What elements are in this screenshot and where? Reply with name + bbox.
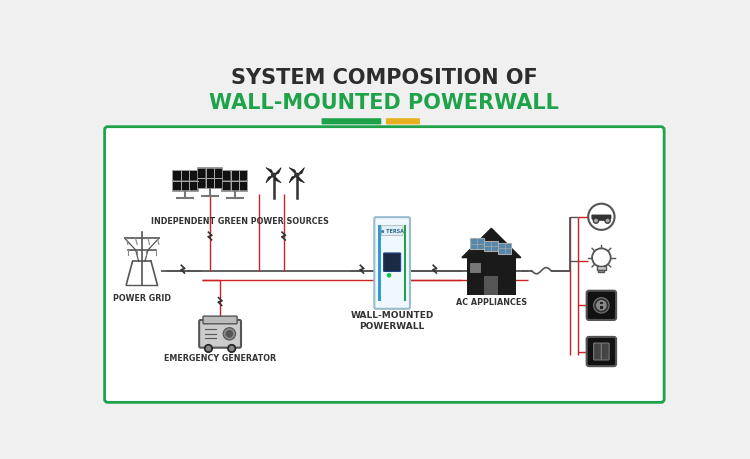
Circle shape	[228, 345, 236, 353]
Text: SYSTEM COMPOSITION OF: SYSTEM COMPOSITION OF	[231, 68, 538, 88]
Circle shape	[295, 174, 298, 177]
FancyBboxPatch shape	[322, 118, 381, 124]
Bar	[239, 171, 247, 180]
Polygon shape	[274, 175, 281, 183]
Polygon shape	[598, 216, 607, 220]
Circle shape	[594, 297, 609, 313]
Polygon shape	[297, 175, 304, 183]
Circle shape	[224, 328, 236, 340]
Circle shape	[604, 218, 610, 224]
FancyBboxPatch shape	[200, 320, 241, 347]
Bar	[466, 257, 516, 295]
Bar	[223, 171, 248, 190]
FancyBboxPatch shape	[203, 316, 237, 324]
Bar	[231, 171, 238, 180]
Bar	[239, 181, 247, 190]
FancyBboxPatch shape	[381, 226, 403, 235]
Circle shape	[588, 204, 614, 230]
Text: POWER GRID: POWER GRID	[112, 294, 171, 303]
FancyBboxPatch shape	[383, 253, 400, 271]
Circle shape	[226, 331, 232, 337]
Polygon shape	[297, 168, 304, 175]
Bar	[484, 241, 497, 252]
Circle shape	[607, 219, 609, 222]
Bar	[206, 179, 214, 188]
Text: e TERSA: e TERSA	[381, 229, 404, 234]
Polygon shape	[462, 228, 520, 257]
Polygon shape	[290, 168, 297, 175]
FancyBboxPatch shape	[104, 127, 664, 403]
Bar	[600, 307, 603, 309]
Bar	[173, 181, 181, 190]
Circle shape	[206, 347, 211, 350]
Circle shape	[592, 248, 610, 267]
FancyBboxPatch shape	[594, 343, 602, 360]
FancyBboxPatch shape	[386, 118, 420, 124]
Polygon shape	[274, 168, 281, 175]
Bar	[470, 238, 484, 249]
Bar	[214, 179, 222, 188]
Circle shape	[205, 345, 212, 353]
Circle shape	[595, 219, 597, 222]
Bar	[497, 243, 512, 254]
Polygon shape	[266, 175, 274, 183]
Bar	[198, 168, 206, 178]
Circle shape	[230, 347, 234, 350]
Bar	[182, 171, 189, 180]
Bar	[600, 302, 603, 304]
Polygon shape	[266, 168, 274, 175]
Bar	[223, 181, 230, 190]
Circle shape	[597, 301, 606, 310]
Bar	[484, 276, 498, 295]
Text: EMERGENCY GENERATOR: EMERGENCY GENERATOR	[164, 354, 276, 363]
Bar	[470, 263, 481, 272]
Bar	[182, 181, 189, 190]
Bar	[404, 225, 406, 301]
Bar	[378, 225, 380, 301]
Bar	[231, 181, 238, 190]
FancyBboxPatch shape	[602, 343, 609, 360]
Bar	[173, 171, 181, 180]
Bar	[190, 181, 197, 190]
Bar	[197, 168, 223, 188]
FancyBboxPatch shape	[586, 337, 616, 366]
Bar	[214, 168, 222, 178]
Text: WALL-MOUNTED
POWERWALL: WALL-MOUNTED POWERWALL	[350, 312, 433, 331]
Text: INDEPENDENT GREEN POWER SOURCES: INDEPENDENT GREEN POWER SOURCES	[151, 217, 328, 226]
Text: AC APPLIANCES: AC APPLIANCES	[456, 298, 527, 308]
Bar	[597, 266, 606, 270]
Circle shape	[593, 218, 598, 224]
FancyBboxPatch shape	[374, 217, 410, 309]
Circle shape	[388, 274, 391, 277]
Polygon shape	[290, 175, 297, 183]
Text: WALL-MOUNTED POWERWALL: WALL-MOUNTED POWERWALL	[209, 93, 560, 113]
Bar	[223, 171, 230, 180]
Bar	[198, 179, 206, 188]
Bar	[172, 171, 197, 190]
Bar	[598, 270, 604, 272]
Bar	[190, 171, 197, 180]
Circle shape	[272, 174, 275, 177]
Polygon shape	[592, 215, 610, 220]
Bar	[206, 168, 214, 178]
FancyBboxPatch shape	[586, 291, 616, 320]
